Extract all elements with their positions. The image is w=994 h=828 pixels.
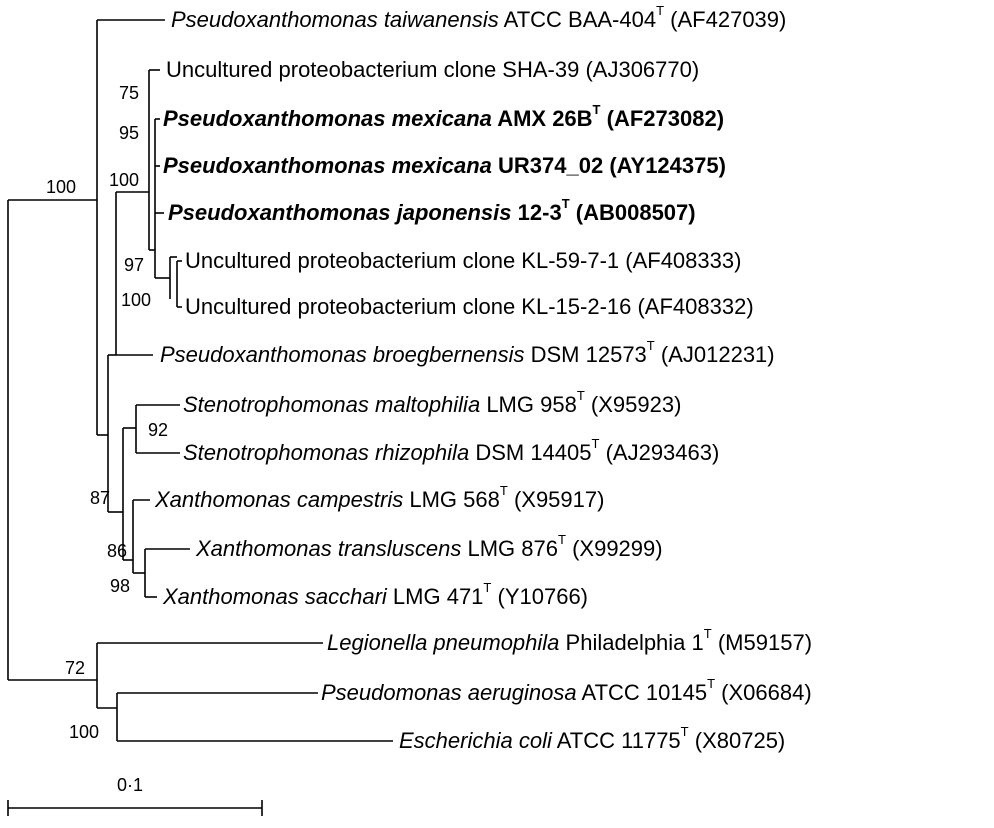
type-strain-mark: T xyxy=(591,436,600,451)
taxon-label: Uncultured proteobacterium clone SHA-39 … xyxy=(166,57,699,83)
taxon-label: Pseudoxanthomonas broegbernensis DSM 125… xyxy=(160,339,775,368)
taxon-label: Pseudoxanthomonas taiwanensis ATCC BAA-4… xyxy=(171,4,787,33)
taxon-label: Xanthomonas campestris LMG 568T (X95917) xyxy=(155,484,605,513)
accession-number: (AJ293463) xyxy=(605,440,720,465)
strain-name: LMG 958 xyxy=(486,392,577,417)
taxon-label: Pseudoxanthomonas mexicana AMX 26BT (AF2… xyxy=(163,103,725,132)
type-strain-mark: T xyxy=(576,388,585,403)
bootstrap-value: 86 xyxy=(107,541,128,561)
bootstrap-value: 95 xyxy=(119,123,140,143)
bootstrap-value: 97 xyxy=(124,255,145,275)
bootstrap-value: 92 xyxy=(148,420,169,440)
strain-name: DSM 12573 xyxy=(530,342,647,367)
tree-branches xyxy=(7,19,393,816)
scale-bar-label: 0·1 xyxy=(117,775,144,795)
species-name: Pseudoxanthomonas taiwanensis xyxy=(171,7,499,32)
bootstrap-value: 98 xyxy=(110,576,131,596)
type-strain-mark: T xyxy=(561,196,570,211)
type-strain-mark: T xyxy=(646,338,655,353)
accession-number: (AJ012231) xyxy=(660,342,775,367)
bootstrap-value: 100 xyxy=(109,170,140,190)
taxon-label: Stenotrophomonas rhizophila DSM 14405T (… xyxy=(183,437,720,466)
accession-number: (AB008507) xyxy=(575,200,696,225)
species-name: Stenotrophomonas rhizophila xyxy=(183,440,470,465)
type-strain-mark: T xyxy=(558,532,566,547)
bootstrap-value: 87 xyxy=(90,488,111,508)
taxon-label: Pseudoxanthomonas japonensis 12-3T (AB00… xyxy=(168,197,696,226)
species-name: Pseudoxanthomonas mexicana xyxy=(163,153,492,178)
species-name: Pseudoxanthomonas broegbernensis xyxy=(160,342,525,367)
accession-number: (M59157) xyxy=(717,630,813,655)
taxon-label: Pseudoxanthomonas mexicana UR374_02 (AY1… xyxy=(163,153,726,179)
accession-number: (X06684) xyxy=(721,680,812,705)
accession-number: (X95923) xyxy=(590,392,682,417)
taxon-label: Escherichia coli ATCC 11775T (X80725) xyxy=(399,725,786,754)
strain-name: Philadelphia 1 xyxy=(565,630,704,655)
species-name: Xanthomonas sacchari xyxy=(163,584,387,609)
taxon-label: Uncultured proteobacterium clone KL-59-7… xyxy=(185,248,741,274)
bootstrap-value: 100 xyxy=(121,290,152,310)
strain-name: Uncultured proteobacterium clone KL-15-2… xyxy=(185,294,632,319)
strain-name: ATCC 11775 xyxy=(556,728,681,753)
species-name: Pseudomonas aeruginosa xyxy=(321,680,577,705)
strain-name: LMG 471 xyxy=(392,584,484,609)
type-strain-mark: T xyxy=(707,676,716,691)
taxon-label: Xanthomonas transluscens LMG 876T (X9929… xyxy=(196,533,663,562)
strain-name: AMX 26B xyxy=(497,106,593,131)
species-name: Xanthomonas transluscens xyxy=(196,536,462,561)
bootstrap-value: 72 xyxy=(65,658,86,678)
species-name: Pseudoxanthomonas mexicana xyxy=(163,106,492,131)
accession-number: (X95917) xyxy=(513,487,605,512)
accession-number: (AF427039) xyxy=(670,7,787,32)
strain-name: ATCC 10145 xyxy=(581,680,708,705)
species-name: Pseudoxanthomonas japonensis xyxy=(168,200,512,225)
accession-number: (AF408333) xyxy=(625,248,742,273)
type-strain-mark: T xyxy=(680,724,689,739)
type-strain-mark: T xyxy=(703,626,712,641)
strain-name: 12-3 xyxy=(517,200,562,225)
species-name: Escherichia coli xyxy=(399,728,552,753)
strain-name: ATCC BAA-404 xyxy=(503,7,657,32)
strain-name: Uncultured proteobacterium clone KL-59-7… xyxy=(185,248,620,273)
taxon-label: Stenotrophomonas maltophilia LMG 958T (X… xyxy=(183,389,682,418)
taxon-label: Xanthomonas sacchari LMG 471T (Y10766) xyxy=(163,581,589,610)
accession-number: (AY124375) xyxy=(609,153,726,178)
accession-number: (AF273082) xyxy=(606,106,725,131)
taxon-label: Uncultured proteobacterium clone KL-15-2… xyxy=(185,294,754,320)
strain-name: LMG 568 xyxy=(409,487,500,512)
strain-name: UR374_02 xyxy=(498,153,604,178)
bootstrap-value: 75 xyxy=(119,83,140,103)
type-strain-mark: T xyxy=(499,483,508,498)
species-name: Legionella pneumophila xyxy=(327,630,560,655)
taxon-label: Legionella pneumophila Philadelphia 1T (… xyxy=(327,627,813,656)
species-name: Xanthomonas campestris xyxy=(155,487,404,512)
type-strain-mark: T xyxy=(483,580,492,595)
strain-name: LMG 876 xyxy=(467,536,559,561)
strain-name: DSM 14405 xyxy=(475,440,592,465)
accession-number: (X99299) xyxy=(572,536,663,561)
type-strain-mark: T xyxy=(592,102,601,117)
strain-name: Uncultured proteobacterium clone SHA-39 xyxy=(166,57,580,82)
taxon-label: Pseudomonas aeruginosa ATCC 10145T (X066… xyxy=(321,677,812,706)
type-strain-mark: T xyxy=(656,3,665,18)
accession-number: (AF408332) xyxy=(637,294,754,319)
accession-number: (AJ306770) xyxy=(585,57,700,82)
accession-number: (Y10766) xyxy=(497,584,589,609)
accession-number: (X80725) xyxy=(694,728,786,753)
bootstrap-value: 100 xyxy=(46,177,77,197)
species-name: Stenotrophomonas maltophilia xyxy=(183,392,481,417)
bootstrap-value: 100 xyxy=(69,722,100,742)
